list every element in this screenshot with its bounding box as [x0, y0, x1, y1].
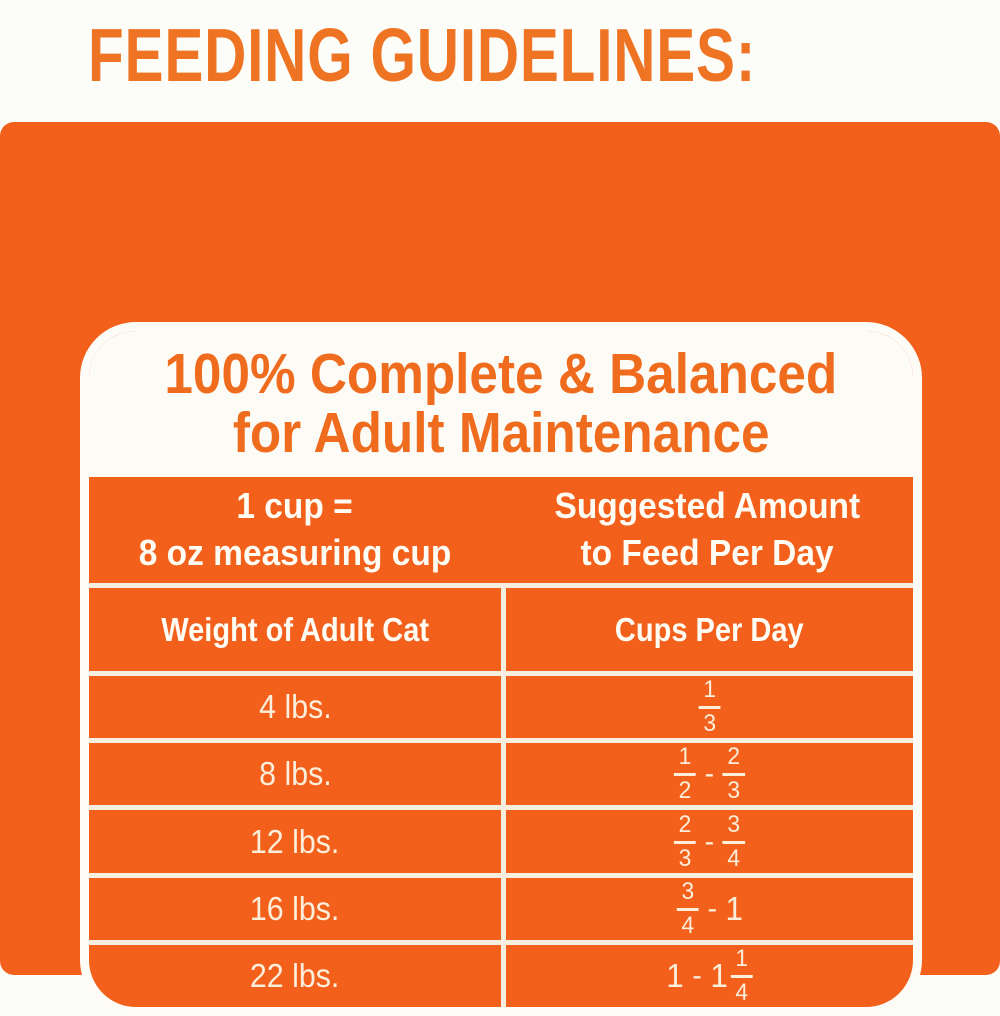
table-header-band: 1 cup = 8 oz measuring cup Suggested Amo…	[89, 477, 913, 583]
weight-cell: 16 lbs.	[89, 878, 501, 940]
cup-measure-note-line1: 1 cup =	[236, 485, 354, 527]
weight-cell: 4 lbs.	[89, 676, 501, 738]
fraction-numerator: 3	[676, 879, 699, 911]
fraction-numerator: 2	[722, 745, 745, 777]
fraction-numerator: 1	[730, 946, 753, 978]
table-row: 22 lbs. 1-1 1 4	[89, 939, 913, 1007]
card-title-line2: for Adult Maintenance	[232, 401, 770, 465]
table-row: 8 lbs. 1 2-2 3	[89, 738, 913, 806]
weight-label: 8 lbs.	[258, 755, 332, 793]
cup-measure-note: 1 cup = 8 oz measuring cup	[89, 477, 501, 583]
range-dash: -	[704, 824, 715, 858]
feeding-table-body: 4 lbs. 1 3 8 lbs. 1 2-2 3 12 lbs. 2 3-3 4 16 lbs. 3 4…	[89, 671, 913, 1007]
cups-column-header: Cups Per Day	[501, 588, 913, 671]
fraction-denominator: 3	[678, 844, 692, 872]
fraction-numerator: 2	[674, 812, 697, 844]
weight-label: 12 lbs.	[250, 822, 340, 860]
feeding-guidelines-card: 100% Complete & Balanced for Adult Maint…	[80, 322, 922, 1016]
weight-column-header: Weight of Adult Cat	[89, 588, 501, 671]
weight-cell: 22 lbs.	[89, 945, 501, 1007]
suggested-amount-header: Suggested Amount to Feed Per Day	[501, 477, 913, 583]
whole-number: 1	[666, 957, 684, 995]
weight-cell: 12 lbs.	[89, 810, 501, 872]
fraction-numerator: 1	[674, 745, 697, 777]
range-dash: -	[692, 958, 702, 992]
whole-number: 1	[725, 890, 743, 928]
cup-measure-note-line2: 8 oz measuring cup	[138, 532, 452, 573]
fraction-denominator: 4	[735, 978, 749, 1006]
fraction-denominator: 3	[703, 710, 716, 738]
range-dash: -	[707, 891, 717, 925]
table-row: 12 lbs. 2 3-3 4	[89, 805, 913, 873]
range-dash: -	[704, 757, 715, 791]
weight-label: 16 lbs.	[250, 889, 340, 927]
fraction-denominator: 3	[727, 777, 741, 805]
feeding-guidelines-heading: FEEDING GUIDELINES:	[88, 13, 757, 97]
weight-label: 4 lbs.	[258, 688, 332, 726]
fraction-denominator: 4	[727, 844, 741, 872]
fraction-numerator: 3	[722, 812, 745, 844]
weight-cell: 8 lbs.	[89, 743, 501, 805]
weight-label: 22 lbs.	[250, 956, 340, 994]
card-title: 100% Complete & Balanced for Adult Maint…	[89, 331, 913, 477]
fraction-numerator: 1	[698, 678, 721, 710]
cups-column-header-label: Cups Per Day	[615, 610, 804, 648]
card-title-line1: 100% Complete & Balanced	[164, 341, 838, 406]
column-header-row: Weight of Adult Cat Cups Per Day	[89, 583, 913, 671]
fraction-denominator: 4	[681, 911, 694, 939]
weight-column-header-label: Weight of Adult Cat	[161, 610, 429, 648]
suggested-amount-line2: to Feed Per Day	[580, 532, 834, 573]
table-row: 16 lbs. 3 4-1	[89, 872, 913, 940]
whole-number: 1	[710, 957, 728, 995]
table-row: 4 lbs. 1 3	[89, 671, 913, 739]
suggested-amount-line1: Suggested Amount	[554, 485, 860, 527]
orange-panel: 100% Complete & Balanced for Adult Maint…	[0, 122, 1000, 1016]
fraction-denominator: 2	[678, 777, 692, 805]
